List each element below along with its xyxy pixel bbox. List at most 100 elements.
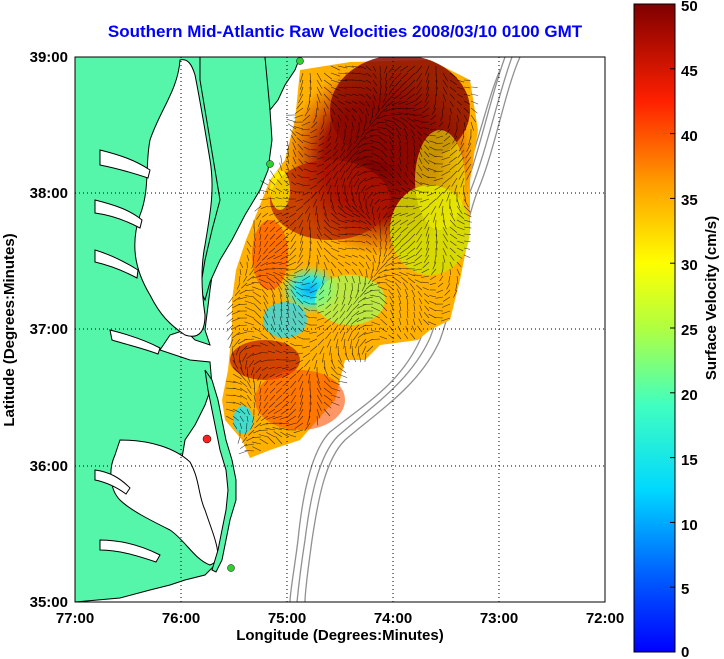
velocity-arrow [414, 219, 423, 228]
velocity-arrow [370, 268, 374, 278]
velocity-arrow [393, 205, 402, 208]
velocity-arrow [337, 128, 339, 136]
velocity-arrow [329, 282, 332, 290]
velocity-arrow [316, 163, 325, 167]
velocity-arrow [355, 289, 360, 299]
velocity-arrow [256, 415, 262, 423]
velocity-arrow [468, 135, 472, 146]
velocity-arrow [318, 184, 325, 193]
velocity-arrow [407, 233, 416, 242]
velocity-arrow [280, 276, 290, 284]
velocity-arrow [237, 324, 248, 327]
velocity-arrow [417, 291, 423, 298]
velocity-arrow [282, 394, 290, 402]
velocity-arrow [365, 65, 372, 71]
velocity-arrow [424, 144, 430, 151]
velocity-arrow [407, 247, 416, 255]
velocity-arrow [438, 198, 444, 209]
velocity-arrow [403, 179, 409, 186]
velocity-arrow [372, 226, 377, 233]
velocity-arrow [371, 168, 381, 172]
velocity-arrow [344, 352, 350, 363]
velocity-arrow [372, 86, 378, 94]
velocity-arrow [302, 176, 311, 179]
velocity-arrow [363, 170, 374, 173]
velocity-arrow [456, 240, 464, 244]
velocity-arrow [344, 205, 353, 213]
velocity-arrow [379, 107, 388, 115]
velocity-arrow [248, 429, 255, 436]
velocity-arrow [449, 240, 457, 247]
velocity-arrow [234, 289, 241, 296]
velocity-arrow [363, 121, 367, 131]
velocity-arrow [303, 168, 311, 172]
velocity-arrow [372, 212, 375, 220]
velocity-arrow [365, 100, 371, 108]
velocity-arrow [422, 287, 430, 291]
velocity-arrow [388, 240, 395, 249]
velocity-arrow [399, 302, 402, 312]
velocity-arrow [233, 338, 241, 347]
velocity-arrow [288, 283, 297, 291]
velocity-arrow [422, 165, 430, 172]
velocity-arrow [400, 79, 409, 87]
velocity-arrow [442, 72, 448, 82]
velocity-arrow [351, 303, 360, 311]
velocity-arrow [279, 316, 283, 326]
velocity-arrow [416, 240, 423, 250]
velocity-arrow [279, 415, 290, 420]
velocity-arrow [245, 282, 255, 287]
velocity-arrow [405, 134, 409, 144]
velocity-arrow [239, 359, 243, 370]
velocity-arrow [244, 450, 255, 452]
velocity-arrow [332, 163, 339, 172]
velocity-arrow [364, 177, 374, 182]
velocity-arrow [379, 233, 382, 242]
velocity-arrow [432, 261, 437, 270]
velocity-arrow [330, 79, 341, 84]
velocity-arrow [351, 107, 358, 113]
velocity-arrow [274, 247, 283, 254]
velocity-arrow [279, 261, 290, 265]
velocity-arrow [327, 135, 332, 142]
velocity-arrow [365, 240, 372, 245]
velocity-arrow [430, 205, 437, 215]
velocity-arrow [344, 261, 351, 266]
velocity-arrow [383, 247, 388, 257]
velocity-arrow [413, 274, 423, 277]
velocity-arrow [302, 275, 311, 281]
velocity-arrow [406, 254, 416, 260]
velocity-arrow [380, 261, 388, 270]
velocity-arrow [352, 331, 360, 341]
velocity-arrow [323, 205, 327, 216]
velocity-arrow [330, 366, 338, 375]
velocity-arrow [262, 212, 269, 218]
velocity-arrow [379, 79, 382, 88]
velocity-arrow [259, 226, 262, 234]
velocity-arrow [358, 100, 365, 106]
velocity-arrow [309, 233, 312, 244]
velocity-arrow [337, 352, 342, 363]
velocity-arrow [304, 161, 311, 165]
velocity-arrow [296, 100, 304, 109]
velocity-arrow [298, 320, 304, 326]
velocity-arrow [316, 93, 321, 104]
velocity-arrow [344, 93, 353, 96]
x-tick-label: 74:00 [374, 610, 412, 627]
velocity-arrow [392, 117, 402, 123]
velocity-arrow [436, 289, 444, 293]
velocity-arrow [290, 380, 297, 388]
velocity-arrow [319, 345, 325, 355]
velocity-arrow [456, 233, 465, 237]
velocity-arrow [308, 373, 311, 384]
velocity-arrow [365, 93, 372, 100]
velocity-arrow [430, 114, 437, 121]
velocity-arrow [257, 373, 262, 381]
velocity-arrow [322, 352, 325, 363]
velocity-arrow [449, 72, 458, 79]
velocity-arrow [403, 333, 409, 340]
velocity-arrow [470, 93, 479, 96]
velocity-arrow [337, 205, 346, 214]
velocity-arrow [316, 72, 323, 82]
velocity-arrow [463, 240, 471, 242]
